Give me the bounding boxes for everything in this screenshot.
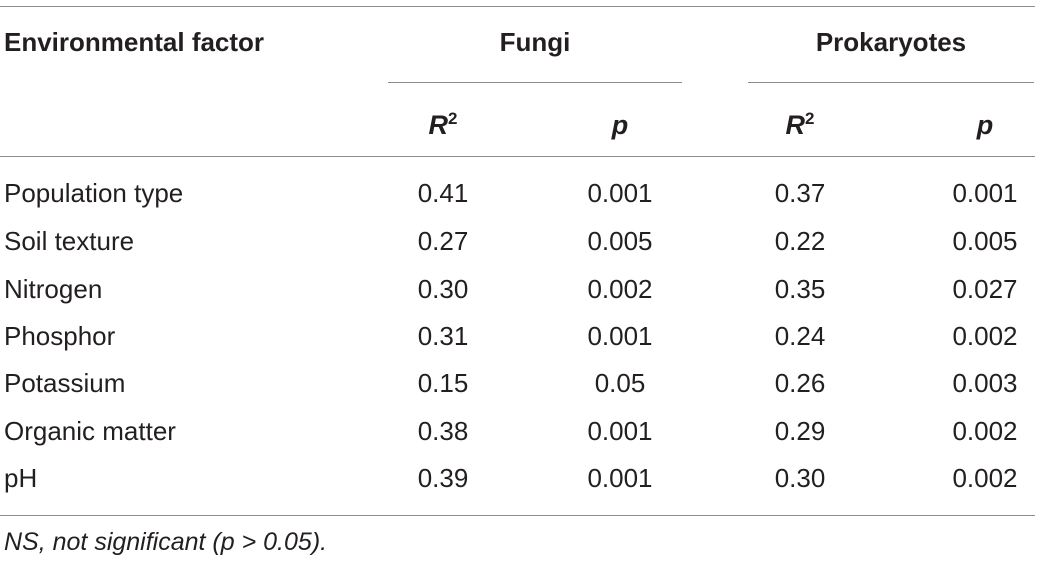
prokaryotes-r2-value: 0.24 (774, 321, 826, 351)
prokaryotes-r2-value: 0.35 (774, 274, 826, 304)
factor-name: Phosphor (4, 321, 116, 351)
fungi-p-value: 0.05 (594, 368, 646, 398)
table-row: Soil texture 0.27 0.005 0.22 0.005 (0, 226, 1039, 274)
prokaryotes-r2-value: 0.37 (774, 178, 826, 208)
prokaryotes-r2-value: 0.26 (774, 368, 826, 398)
table-top-rule (0, 6, 1035, 7)
fungi-r2-value: 0.27 (417, 226, 469, 256)
fungi-p-value: 0.002 (587, 274, 653, 304)
table-row: Population type 0.41 0.001 0.37 0.001 (0, 178, 1039, 226)
factor-name: Population type (4, 178, 184, 208)
header-prokaryotes: Prokaryotes (815, 27, 967, 57)
r2-exponent: 2 (805, 109, 815, 128)
table-row: Phosphor 0.31 0.001 0.24 0.002 (0, 321, 1039, 369)
r2-base: R (428, 110, 449, 140)
subheader-fungi-r2: R2 (388, 109, 498, 140)
r2-exponent: 2 (448, 109, 458, 128)
prokaryotes-p-value: 0.027 (952, 274, 1018, 304)
fungi-p-value: 0.001 (587, 463, 653, 493)
table-row: Nitrogen 0.30 0.002 0.35 0.027 (0, 274, 1039, 322)
fungi-p-value: 0.001 (587, 321, 653, 351)
fungi-r2-value: 0.31 (417, 321, 469, 351)
factor-name: Nitrogen (4, 274, 103, 304)
prokaryotes-p-value: 0.003 (952, 368, 1018, 398)
factor-name: Potassium (4, 368, 126, 398)
header-fungi: Fungi (499, 27, 571, 57)
prokaryotes-r2-value: 0.29 (774, 416, 826, 446)
table-row: Organic matter 0.38 0.001 0.29 0.002 (0, 416, 1039, 464)
prokaryotes-p-value: 0.002 (952, 463, 1018, 493)
prokaryotes-r2-value: 0.22 (774, 226, 826, 256)
prokaryotes-r2-value: 0.30 (774, 463, 826, 493)
prokaryotes-p-value: 0.002 (952, 416, 1018, 446)
fungi-r2-value: 0.38 (417, 416, 469, 446)
factor-name: Soil texture (4, 226, 135, 256)
prokaryotes-p-value: 0.005 (952, 226, 1018, 256)
fungi-r2-value: 0.15 (417, 368, 469, 398)
fungi-p-value: 0.001 (587, 416, 653, 446)
subheader-fungi-p: p (611, 110, 629, 140)
factor-name: pH (4, 463, 38, 493)
table-footnote: NS, not significant (p > 0.05). (4, 528, 328, 556)
fungi-r2-value: 0.39 (417, 463, 469, 493)
prokaryotes-group-rule (748, 82, 1034, 83)
r2-base: R (785, 110, 806, 140)
prokaryotes-p-value: 0.001 (952, 178, 1018, 208)
factor-name: Organic matter (4, 416, 176, 446)
fungi-p-value: 0.005 (587, 226, 653, 256)
prokaryotes-p-value: 0.002 (952, 321, 1018, 351)
subheader-prokaryotes-p: p (976, 110, 994, 140)
fungi-r2-value: 0.41 (417, 178, 469, 208)
header-bottom-rule (0, 156, 1035, 157)
header-environmental-factor: Environmental factor (4, 27, 265, 57)
subheader-prokaryotes-r2: R2 (745, 109, 855, 140)
table-bottom-rule (0, 515, 1035, 516)
fungi-group-rule (388, 82, 682, 83)
fungi-r2-value: 0.30 (417, 274, 469, 304)
fungi-p-value: 0.001 (587, 178, 653, 208)
table-row: pH 0.39 0.001 0.30 0.002 (0, 463, 1039, 511)
table-row: Potassium 0.15 0.05 0.26 0.003 (0, 368, 1039, 416)
